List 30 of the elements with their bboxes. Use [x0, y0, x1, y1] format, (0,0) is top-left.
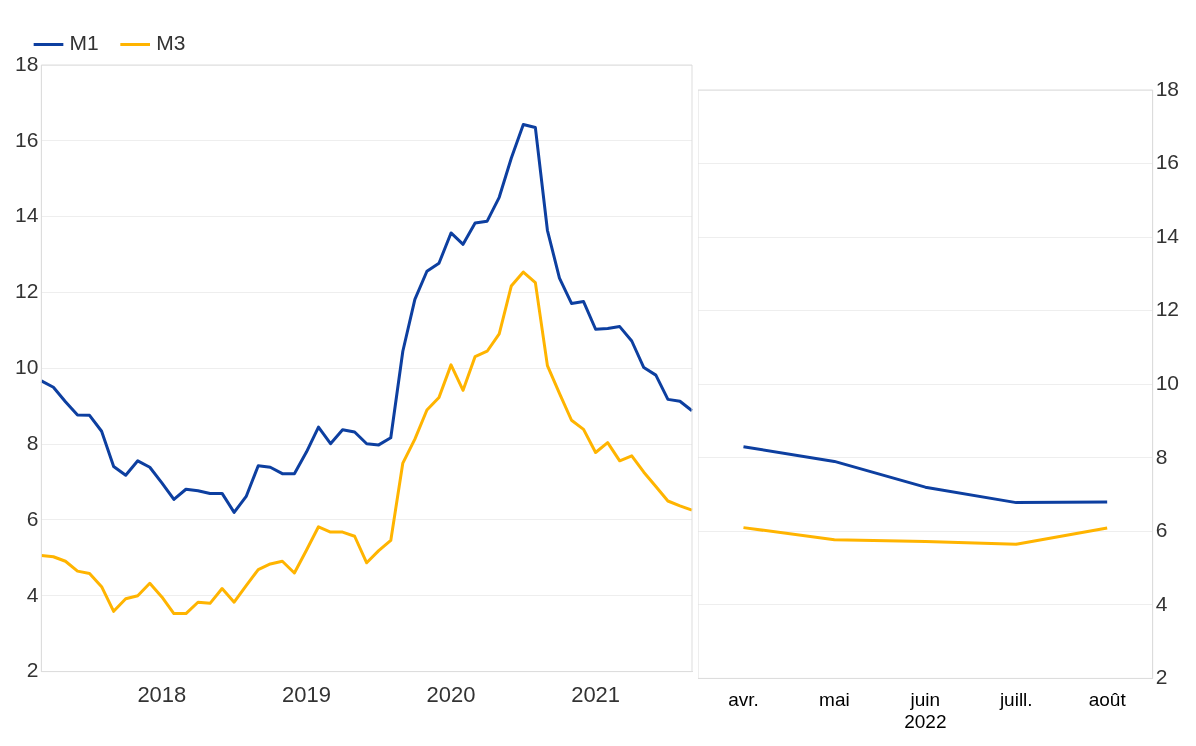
y-tick-label: 12 — [1155, 297, 1179, 321]
x-tick-label: 2021 — [571, 681, 621, 707]
legend-label: M1 — [69, 31, 99, 55]
y-tick-label: 2 — [26, 658, 39, 682]
x-tick-label: juin — [909, 689, 941, 711]
y-tick-label: 12 — [15, 279, 39, 303]
y-tick-label: 18 — [1155, 76, 1179, 100]
y-tick-label: 16 — [15, 127, 39, 151]
x-axis-title: 2022 — [904, 710, 947, 732]
x-tick-label: août — [1088, 689, 1127, 711]
y-tick-label: 14 — [15, 203, 39, 227]
y-tick-label: 10 — [15, 355, 39, 379]
y-tick-label: 4 — [1155, 591, 1168, 615]
y-tick-label: 2 — [1155, 665, 1168, 689]
x-tick-label: avr. — [728, 689, 759, 711]
y-tick-label: 8 — [1155, 444, 1168, 468]
y-tick-label: 8 — [26, 430, 39, 454]
y-tick-label: 6 — [26, 506, 39, 530]
x-tick-label: 2019 — [281, 681, 331, 707]
y-tick-label: 14 — [1155, 223, 1180, 247]
x-tick-label: mai — [819, 689, 850, 711]
y-tick-label: 4 — [26, 582, 39, 606]
y-tick-label: 18 — [15, 51, 39, 75]
y-tick-label: 10 — [1155, 371, 1179, 394]
x-tick-label: juill. — [998, 689, 1033, 711]
y-tick-label: 6 — [1155, 518, 1168, 542]
y-tick-label: 16 — [1155, 150, 1179, 174]
legend-label: M3 — [156, 31, 186, 55]
x-tick-label: 2018 — [137, 681, 187, 707]
x-tick-label: 2020 — [426, 681, 476, 707]
